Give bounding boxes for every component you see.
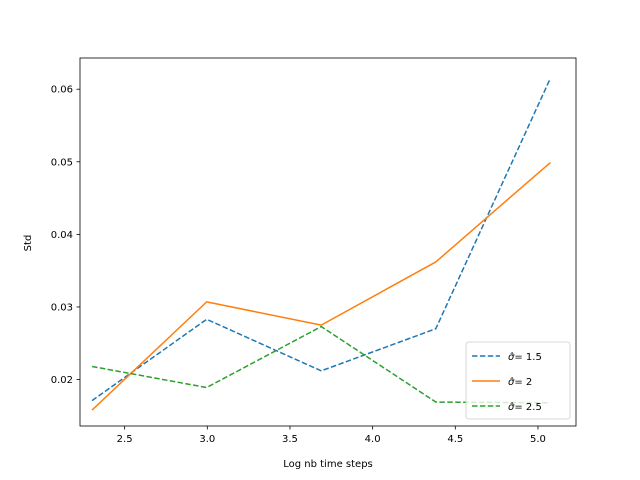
axes-frame xyxy=(79,57,577,427)
legend-entry-2: σ̂= 2 xyxy=(508,376,532,388)
y-axis-label: Std xyxy=(23,235,34,252)
y-tick-label: 0.06 xyxy=(51,85,73,96)
series-line-2 xyxy=(91,161,551,411)
legend-box xyxy=(465,341,571,420)
x-tick-label: 3.5 xyxy=(282,434,298,445)
y-tick-label: 0.03 xyxy=(51,302,73,313)
x-tick-label: 2.5 xyxy=(117,434,133,445)
x-axis-label: Log nb time steps xyxy=(283,459,373,470)
legend: σ̂= 1.5 σ̂= 2 σ̂= 2.5 xyxy=(465,341,571,420)
legend-entry-1: σ̂= 1.5 xyxy=(508,351,542,363)
series-line-1 xyxy=(91,78,552,402)
axes-layer: 2.5 3.0 3.5 4.0 4.5 5.0 0.02 0.03 0.04 0.05 0.06 xyxy=(51,57,577,445)
x-tick-label: 3.0 xyxy=(199,434,215,445)
x-tick-label: 5.0 xyxy=(530,434,546,445)
x-tick-label: 4.5 xyxy=(447,434,463,445)
y-tick-label: 0.04 xyxy=(51,230,73,241)
y-tick-label: 0.02 xyxy=(51,375,73,386)
legend-entry-3: σ̂= 2.5 xyxy=(508,401,542,413)
y-tick-label: 0.05 xyxy=(51,157,73,168)
x-tick-label: 4.0 xyxy=(365,434,381,445)
